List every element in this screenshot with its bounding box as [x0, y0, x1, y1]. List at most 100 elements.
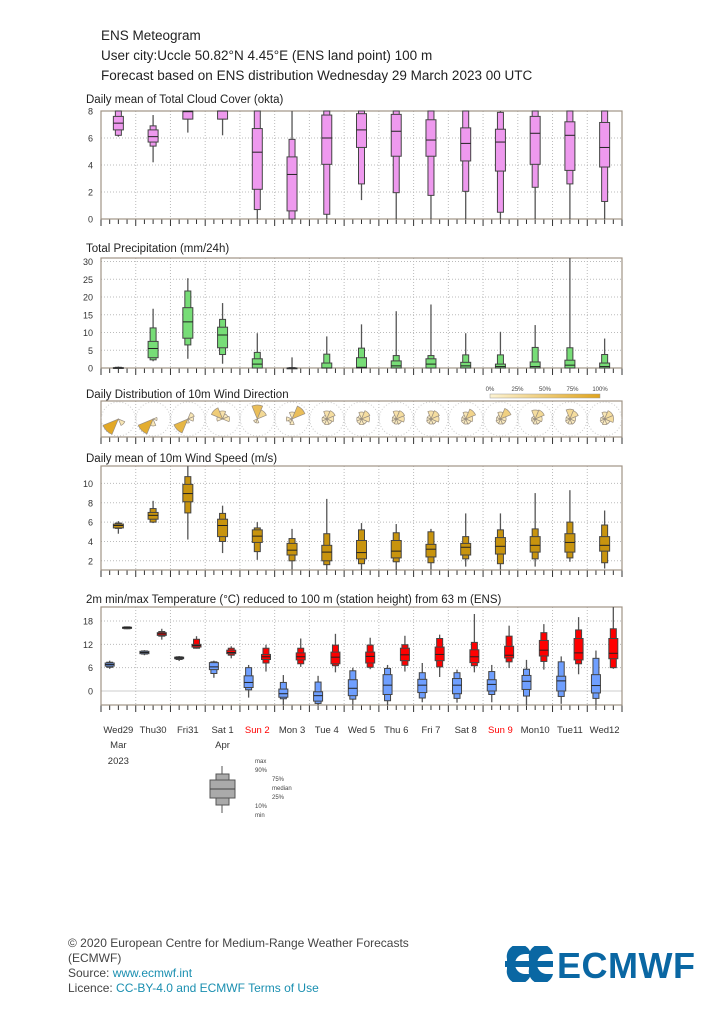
p25-p75-box — [251, 358, 263, 369]
wind-title: Daily mean of 10m Wind Speed (m/s) — [86, 453, 277, 465]
p25-p75-box — [529, 361, 541, 369]
day-label: Fri31 — [177, 725, 199, 736]
temp-box — [452, 669, 463, 703]
rose-sector-SW — [173, 418, 189, 434]
winddir-title: Daily Distribution of 10m Wind Direction — [86, 389, 289, 401]
p25-p75-box — [460, 127, 472, 162]
cloud-box — [182, 110, 194, 133]
rose-sector-NW — [565, 414, 571, 420]
precip-box — [390, 311, 402, 369]
wind-box — [425, 528, 437, 570]
wind-rose — [378, 401, 414, 437]
precip-box — [321, 336, 333, 369]
rose-sector-S — [358, 418, 365, 426]
rose-sector-NW — [601, 415, 606, 420]
temp-box — [191, 636, 202, 649]
rose-legend-label: 100% — [592, 387, 608, 393]
rose-circle — [378, 401, 414, 437]
wind-box — [564, 490, 576, 562]
temp-box — [313, 675, 324, 705]
rose-sector-E — [603, 415, 614, 423]
temp-box — [590, 650, 601, 705]
wind-rose — [170, 401, 206, 437]
temp-box — [174, 656, 185, 662]
cloud-box — [494, 111, 506, 219]
p25-p75-box — [486, 679, 497, 692]
y-tick-label: 10 — [83, 328, 93, 338]
cloud-box — [390, 110, 402, 219]
rose-circle — [239, 401, 275, 437]
p25-p75-box — [599, 362, 611, 369]
rose-sector-NE — [360, 410, 371, 420]
source-label: Source: — [68, 966, 113, 980]
wind-box — [321, 498, 333, 570]
precip-box — [599, 338, 611, 369]
p25-p75-box — [434, 646, 445, 662]
rose-legend-label: 50% — [539, 387, 552, 393]
rose-circle — [587, 401, 623, 437]
p25-p75-box — [521, 674, 532, 690]
legend-label-p90: 90% — [255, 768, 268, 774]
day-label: Fri 7 — [421, 725, 440, 736]
p25-p75-box — [452, 678, 463, 695]
y-tick-label: 0 — [88, 364, 93, 374]
precip-box — [460, 333, 472, 369]
rose-circle — [448, 401, 484, 437]
p25-p75-box — [382, 674, 393, 696]
rose-sector-SW — [460, 418, 467, 424]
wind-rose — [205, 401, 241, 437]
precip-box — [425, 304, 437, 369]
licence-link[interactable]: CC-BY-4.0 and ECMWF Terms of Use — [116, 981, 319, 995]
temp-box — [226, 646, 237, 659]
p25-p75-box — [147, 129, 159, 143]
rose-circle — [517, 401, 553, 437]
rose-sector-NW — [357, 414, 363, 420]
wind-box — [529, 493, 541, 567]
rose-circle — [205, 401, 241, 437]
precip-box — [112, 366, 124, 369]
rose-sector-NW — [531, 415, 536, 420]
wind-rose — [587, 401, 623, 437]
temp-box — [486, 664, 497, 703]
wind-rose — [517, 401, 553, 437]
y-tick-label: 20 — [83, 293, 93, 303]
p25-p75-box — [365, 651, 376, 664]
day-label: Thu30 — [140, 725, 167, 736]
wind-rose — [344, 401, 379, 437]
day-label: Wed29 — [103, 725, 133, 736]
cloud-box — [356, 110, 367, 201]
temp-box — [156, 628, 167, 640]
p25-p75-box — [278, 688, 289, 698]
cloud-box — [147, 115, 159, 163]
y-tick-label: 30 — [83, 257, 93, 267]
wind-box — [147, 500, 159, 524]
rose-sector-NE — [291, 405, 306, 420]
rose-sector-SW — [426, 418, 432, 424]
rose-sector-S — [532, 418, 538, 425]
rose-sector-W — [600, 417, 606, 421]
p25-p75-box — [390, 539, 402, 559]
precip-box — [564, 258, 576, 369]
rose-sector-SW — [253, 418, 258, 424]
p10-p90-box — [193, 638, 201, 649]
wind-box — [356, 523, 367, 570]
cloud-box — [112, 110, 124, 137]
temp-box — [521, 659, 532, 705]
legend-label-p10: 10% — [255, 804, 268, 810]
rose-sector-E — [534, 415, 543, 423]
day-label: Sun 2 — [245, 725, 270, 736]
source-link[interactable]: www.ecmwf.int — [112, 966, 193, 980]
rose-sector-NE — [465, 408, 476, 420]
temp-box — [608, 607, 619, 669]
temp-box — [399, 635, 410, 672]
cloud-box — [599, 110, 611, 219]
rose-sector-SE — [395, 418, 402, 425]
legend-label-p25: 25% — [272, 795, 285, 801]
rose-sector-N — [251, 404, 264, 420]
rose-legend-label: 0% — [486, 387, 495, 393]
rose-sector-E — [221, 415, 230, 423]
wind-box — [182, 466, 194, 540]
p25-p75-box — [599, 121, 611, 168]
wind-rose — [135, 401, 171, 437]
